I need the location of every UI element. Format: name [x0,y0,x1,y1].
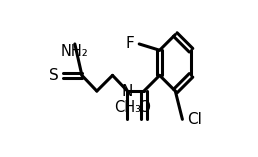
Text: NH₂: NH₂ [61,44,89,59]
Text: CH₃: CH₃ [114,100,141,115]
Text: F: F [126,36,134,51]
Text: N: N [122,84,133,99]
Text: Cl: Cl [187,112,202,127]
Text: S: S [49,68,59,83]
Text: O: O [138,100,150,115]
